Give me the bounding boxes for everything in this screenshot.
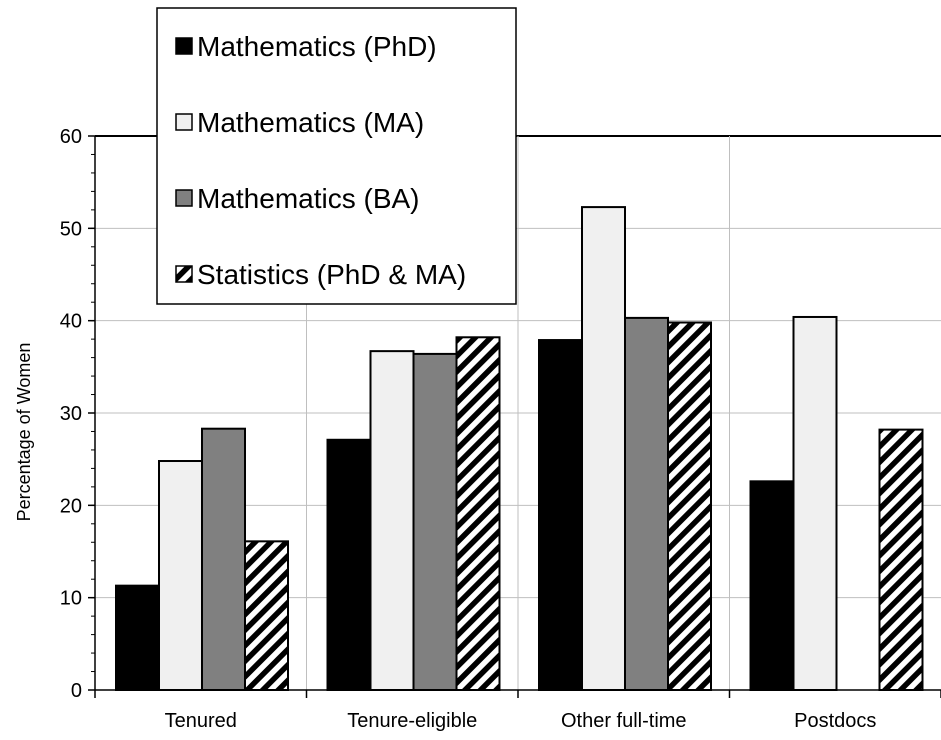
bar — [369, 350, 415, 691]
bar — [624, 316, 669, 691]
bar — [538, 339, 583, 691]
y-tick-label: 10 — [60, 588, 82, 610]
y-axis-title: Percentage of Women — [14, 343, 34, 522]
bar — [878, 428, 924, 691]
x-tick-label: Postdocs — [794, 710, 876, 732]
bar — [455, 336, 501, 691]
legend-label: Mathematics (BA) — [197, 183, 420, 214]
legend-label: Mathematics (PhD) — [197, 31, 437, 62]
legend-swatch — [175, 113, 193, 131]
y-tick-label: 50 — [60, 218, 82, 240]
x-tick-label: Tenured — [165, 710, 237, 732]
legend-swatch — [175, 189, 193, 207]
legend-swatch — [175, 37, 193, 55]
bar — [326, 438, 372, 691]
x-tick-label: Other full-time — [561, 710, 687, 732]
bar — [244, 540, 289, 691]
legend-label: Mathematics (MA) — [197, 107, 424, 138]
legend-swatch — [175, 265, 193, 283]
y-tick-label: 30 — [60, 403, 82, 425]
bar — [158, 460, 203, 691]
bar — [792, 315, 838, 691]
legend: Mathematics (PhD) Mathematics (MA) Mathema… — [156, 7, 517, 305]
axes: 0 10 20 30 40 50 60 Tenured Tenure-eligible Other… — [60, 126, 941, 732]
legend-box — [156, 7, 517, 305]
legend-label: Statistics (PhD & MA) — [197, 259, 466, 290]
y-tick-label: 40 — [60, 311, 82, 333]
bar — [667, 321, 712, 691]
y-tick-label: 60 — [60, 126, 82, 148]
bar — [201, 427, 246, 691]
bar — [115, 584, 160, 691]
bar — [749, 480, 795, 691]
y-tick-label: 0 — [71, 680, 82, 702]
bar — [412, 352, 458, 691]
x-tick-label: Tenure-eligible — [347, 710, 477, 732]
bars — [115, 206, 924, 691]
y-tick-label: 20 — [60, 495, 82, 517]
bar — [581, 206, 626, 691]
